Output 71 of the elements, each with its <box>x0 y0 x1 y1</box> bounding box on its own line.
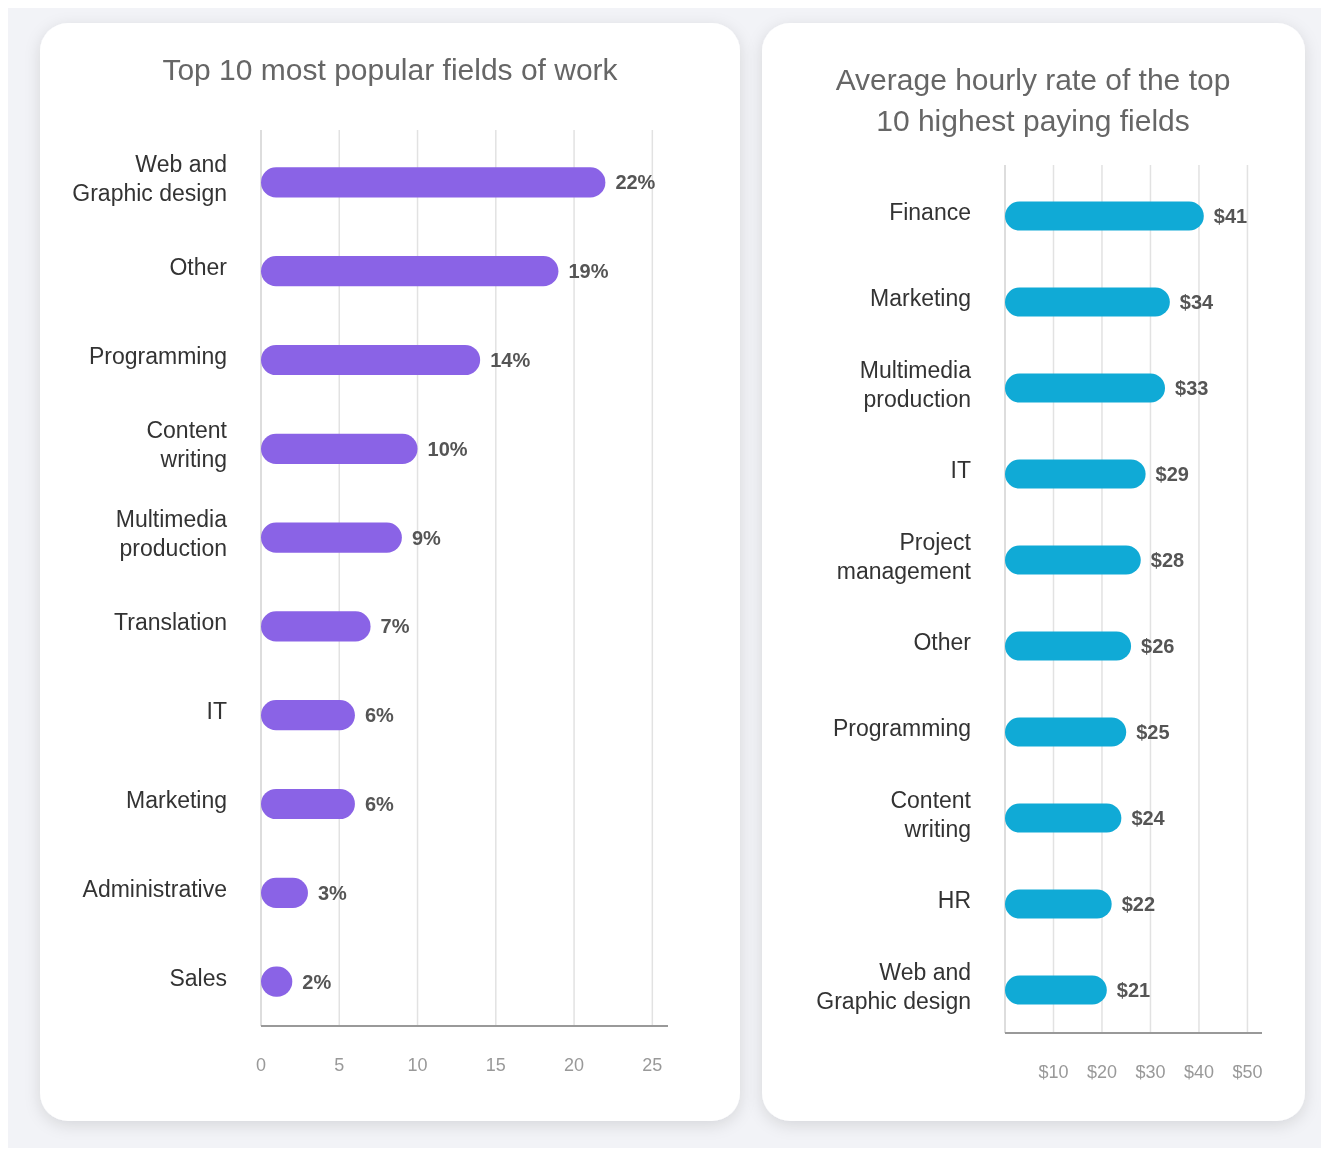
y-tick-label: Project management <box>836 528 972 584</box>
bar <box>1005 373 1166 403</box>
bar <box>1005 545 1141 575</box>
y-tick-label: Web and Graphic design <box>72 150 227 206</box>
bar <box>261 788 355 820</box>
x-tick-label: $50 <box>1232 1062 1263 1082</box>
data-label: $28 <box>1150 549 1185 571</box>
x-tick-label: $10 <box>1038 1062 1069 1082</box>
y-tick-label: Multimedia production <box>859 356 972 412</box>
y-tick-label: Programming <box>832 715 971 741</box>
x-tick-label: $30 <box>1135 1062 1166 1082</box>
x-tick-label: 5 <box>334 1055 345 1075</box>
data-label: 6% <box>364 793 395 815</box>
data-label: 6% <box>364 704 395 727</box>
chart-title: Top 10 most popular fields of work <box>162 53 619 86</box>
data-label: $25 <box>1136 721 1170 743</box>
data-label: $41 <box>1213 205 1248 227</box>
chart-title: Average hourly rate of the top 10 highest paying fields <box>835 63 1231 137</box>
y-tick-label: IT <box>950 457 971 483</box>
data-label: $34 <box>1179 291 1215 313</box>
y-tick-label: Administrative <box>82 875 227 902</box>
data-label: 9% <box>411 526 442 549</box>
bar <box>261 611 371 642</box>
y-tick-label: HR <box>937 887 971 913</box>
data-label: $33 <box>1175 377 1209 399</box>
y-tick-label: Marketing <box>126 787 227 813</box>
y-tick-label: Web and Graphic design <box>816 958 971 1014</box>
data-label: 22% <box>615 171 656 194</box>
bar <box>261 700 355 731</box>
x-tick-label: 15 <box>485 1055 506 1075</box>
data-label: $24 <box>1131 807 1166 829</box>
y-tick-label: Other <box>913 629 972 655</box>
y-tick-label: Marketing <box>870 285 971 311</box>
y-tick-label: Sales <box>169 964 227 991</box>
data-label: $29 <box>1155 463 1189 485</box>
x-tick-label: 25 <box>642 1055 663 1075</box>
bar <box>261 522 402 553</box>
data-label: 10% <box>427 437 468 460</box>
data-label: $26 <box>1141 635 1175 657</box>
bar <box>261 256 559 287</box>
bar <box>261 344 481 376</box>
y-tick-label: Multimedia production <box>115 506 228 562</box>
y-tick-label: Other <box>169 254 228 281</box>
y-tick-label: Finance <box>889 199 971 225</box>
y-tick-label: Translation <box>114 609 227 636</box>
x-tick-label: 10 <box>407 1055 428 1075</box>
bar <box>1005 889 1112 919</box>
y-tick-label: Content writing <box>146 417 228 473</box>
bar <box>261 167 606 198</box>
data-label: 7% <box>380 615 410 638</box>
data-label: 2% <box>302 970 332 993</box>
bar <box>1005 803 1122 833</box>
data-label: 14% <box>490 349 531 371</box>
y-tick-label: Programming <box>88 343 227 369</box>
data-label: 3% <box>317 881 348 904</box>
bar <box>1005 631 1132 661</box>
x-tick-label: 0 <box>255 1055 267 1075</box>
data-label: $22 <box>1121 893 1156 915</box>
x-tick-label: $40 <box>1183 1062 1214 1082</box>
bar <box>1005 975 1107 1005</box>
x-tick-label: 20 <box>564 1055 585 1075</box>
data-label: $21 <box>1116 979 1151 1001</box>
bar <box>1005 459 1146 489</box>
bar <box>1005 287 1170 317</box>
bar <box>261 433 418 464</box>
x-tick-label: $20 <box>1086 1062 1117 1082</box>
y-tick-label: Content writing <box>890 786 972 842</box>
data-label: 19% <box>568 260 609 283</box>
bar <box>1005 717 1127 747</box>
bar <box>1005 201 1204 231</box>
y-tick-label: IT <box>206 698 227 725</box>
